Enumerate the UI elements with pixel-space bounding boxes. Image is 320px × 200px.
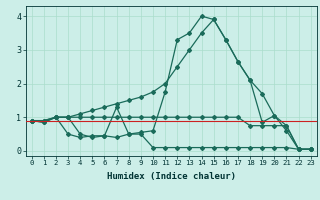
X-axis label: Humidex (Indice chaleur): Humidex (Indice chaleur) <box>107 172 236 181</box>
